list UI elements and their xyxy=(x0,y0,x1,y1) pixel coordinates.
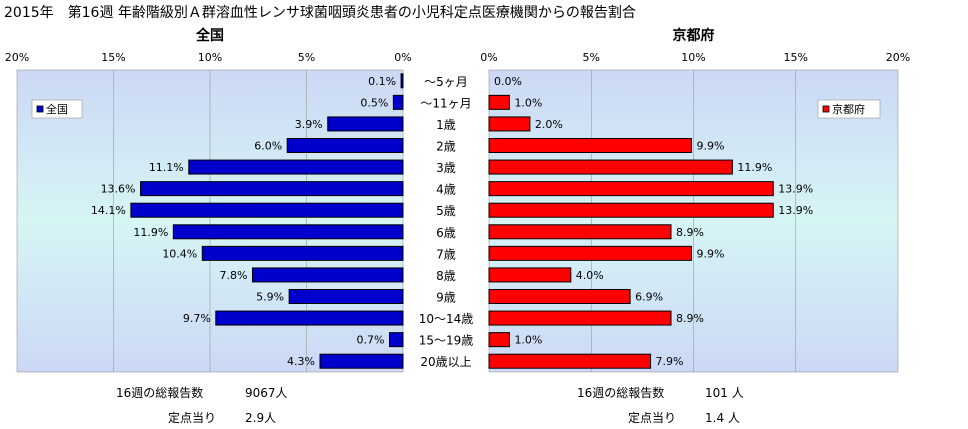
kyoto-bar xyxy=(488,353,652,369)
zenkoku-tick-label: 15% xyxy=(101,51,125,64)
zenkoku-total-label: 16週の総報告数 xyxy=(116,386,204,400)
kyoto-data-label: 11.9% xyxy=(737,161,772,174)
kyoto-bar xyxy=(488,224,672,240)
category-label: 6歳 xyxy=(436,226,456,240)
category-label: 3歳 xyxy=(436,161,456,175)
zenkoku-data-label: 0.7% xyxy=(357,334,385,347)
zenkoku-data-label: 7.8% xyxy=(220,269,248,282)
zenkoku-per-label: 定点当り xyxy=(168,411,217,425)
kyoto-tick-label: 10% xyxy=(681,51,705,64)
zenkoku-data-label: 0.1% xyxy=(368,75,396,88)
kyoto-tick-label: 0% xyxy=(480,51,497,64)
zenkoku-bar xyxy=(130,202,404,218)
category-label: 20歳以上 xyxy=(420,355,471,369)
kyoto-data-label: 9.9% xyxy=(696,140,724,153)
zenkoku-bar xyxy=(188,159,404,175)
kyoto-bar xyxy=(488,310,672,326)
zenkoku-bar xyxy=(172,224,404,240)
category-label: 7歳 xyxy=(436,247,456,261)
kyoto-bar xyxy=(488,202,774,218)
kyoto-bar xyxy=(488,289,631,304)
zenkoku-legend-swatch xyxy=(36,105,44,113)
kyoto-tick-label: 15% xyxy=(784,51,808,64)
kyoto-bar xyxy=(488,138,692,153)
zenkoku-bar xyxy=(140,181,404,197)
category-label: 5歳 xyxy=(436,204,456,218)
kyoto-per-label: 定点当り xyxy=(628,411,677,425)
zenkoku-legend-label: 全国 xyxy=(46,102,68,116)
zenkoku-data-label: 0.5% xyxy=(360,96,388,109)
kyoto-data-label: 4.0% xyxy=(576,269,604,282)
category-label: 10～14歳 xyxy=(419,312,474,326)
zenkoku-tick-label: 5% xyxy=(298,51,315,64)
zenkoku-bar xyxy=(251,267,404,283)
zenkoku-bar xyxy=(201,245,404,261)
category-label: 9歳 xyxy=(436,291,456,305)
kyoto-legend-box xyxy=(817,99,881,119)
kyoto-data-label: 8.9% xyxy=(676,312,704,325)
kyoto-panel-title: 京都府 xyxy=(673,27,715,44)
kyoto-total-label: 16週の総報告数 xyxy=(577,386,665,400)
chart-title: 2015年 第16週 年齢階級別Ａ群溶血性レンサ球菌咽頭炎患者の小児科定点医療機… xyxy=(4,4,636,21)
zenkoku-panel-title: 全国 xyxy=(195,27,224,44)
category-label: ～5ヶ月 xyxy=(424,75,468,89)
zenkoku-bar xyxy=(327,116,404,132)
zenkoku-tick-label: 20% xyxy=(5,51,29,64)
category-label: 1歳 xyxy=(436,118,456,132)
kyoto-legend-swatch xyxy=(822,105,830,113)
zenkoku-bar xyxy=(400,73,404,89)
kyoto-data-label: 0.0% xyxy=(494,75,522,88)
kyoto-tick-label: 5% xyxy=(583,51,600,64)
kyoto-data-label: 13.9% xyxy=(778,204,813,217)
zenkoku-data-label: 11.1% xyxy=(149,161,184,174)
kyoto-data-label: 1.0% xyxy=(514,334,542,347)
category-label: ～11ヶ月 xyxy=(420,96,471,110)
zenkoku-data-label: 14.1% xyxy=(91,204,126,217)
zenkoku-tick-label: 10% xyxy=(198,51,222,64)
kyoto-bar xyxy=(488,245,692,261)
zenkoku-total-value: 9067人 xyxy=(245,386,288,400)
kyoto-data-label: 9.9% xyxy=(696,247,724,260)
zenkoku-data-label: 13.6% xyxy=(101,183,136,196)
kyoto-per-value: 1.4 人 xyxy=(705,411,740,425)
zenkoku-bar xyxy=(392,94,404,110)
zenkoku-bar xyxy=(215,310,404,326)
kyoto-data-label: 1.0% xyxy=(514,96,542,109)
zenkoku-bar xyxy=(288,289,404,304)
category-label: 8歳 xyxy=(436,269,456,283)
zenkoku-data-label: 5.9% xyxy=(256,291,284,304)
kyoto-bar xyxy=(488,94,510,110)
category-label: 4歳 xyxy=(436,183,456,197)
kyoto-bar xyxy=(488,267,572,283)
zenkoku-data-label: 10.4% xyxy=(162,247,197,260)
zenkoku-bar xyxy=(319,353,404,369)
kyoto-legend-label: 京都府 xyxy=(832,102,865,116)
zenkoku-data-label: 4.3% xyxy=(287,355,315,368)
kyoto-data-label: 2.0% xyxy=(535,118,563,131)
zenkoku-per-value: 2.9人 xyxy=(245,411,277,425)
kyoto-data-label: 8.9% xyxy=(676,226,704,239)
zenkoku-data-label: 9.7% xyxy=(183,312,211,325)
kyoto-tick-label: 20% xyxy=(886,51,910,64)
zenkoku-tick-label: 0% xyxy=(394,51,411,64)
zenkoku-data-label: 3.9% xyxy=(295,118,323,131)
kyoto-data-label: 13.9% xyxy=(778,183,813,196)
category-label: 15～19歳 xyxy=(419,334,474,348)
kyoto-data-label: 6.9% xyxy=(635,291,663,304)
zenkoku-legend-box xyxy=(31,99,83,119)
zenkoku-bar xyxy=(286,138,404,153)
kyoto-bar xyxy=(488,181,774,197)
zenkoku-data-label: 11.9% xyxy=(133,226,168,239)
zenkoku-data-label: 6.0% xyxy=(254,140,282,153)
zenkoku-bar xyxy=(388,332,404,348)
category-label: 2歳 xyxy=(436,140,456,154)
kyoto-total-value: 101 人 xyxy=(705,386,744,400)
kyoto-data-label: 7.9% xyxy=(656,355,684,368)
kyoto-bar xyxy=(488,159,733,175)
kyoto-bar xyxy=(488,332,510,348)
kyoto-bar xyxy=(488,116,531,132)
